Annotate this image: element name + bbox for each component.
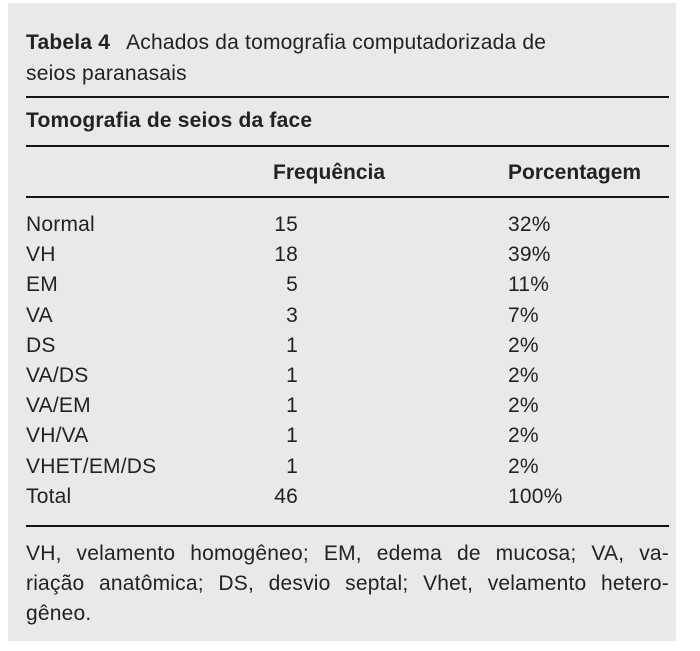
row-frequency: 1 bbox=[286, 394, 298, 418]
table-row: DS 1 2% bbox=[26, 331, 669, 361]
table-row: VA 3 7% bbox=[26, 301, 669, 331]
table-row-total: Total 46 100% bbox=[26, 482, 669, 512]
row-label: VH bbox=[26, 243, 56, 267]
horizontal-rule-under-headers bbox=[26, 196, 669, 198]
row-percentage: 2% bbox=[508, 394, 539, 418]
row-frequency: 46 bbox=[274, 484, 298, 508]
row-label: VH/VA bbox=[26, 424, 89, 448]
horizontal-rule-top bbox=[26, 96, 669, 98]
row-frequency: 1 bbox=[286, 333, 298, 357]
horizontal-rule-under-section bbox=[26, 145, 669, 147]
table-row: VA/EM 1 2% bbox=[26, 391, 669, 421]
row-label: Total bbox=[26, 484, 72, 508]
horizontal-rule-above-footnote bbox=[26, 525, 669, 527]
table-title: Tabela 4 Achados da tomografia computador… bbox=[26, 27, 669, 89]
row-label: VA bbox=[26, 303, 53, 327]
table-row: VH/VA 1 2% bbox=[26, 421, 669, 451]
row-label: VA/EM bbox=[26, 394, 91, 418]
row-frequency: 1 bbox=[286, 424, 298, 448]
table-row: Normal 15 32% bbox=[26, 210, 669, 240]
row-label: EM bbox=[26, 273, 58, 297]
footnote-line: VH, velamento homogêneo; EM, edema de mu… bbox=[26, 542, 669, 565]
row-percentage: 2% bbox=[508, 363, 539, 387]
row-percentage: 2% bbox=[508, 424, 539, 448]
row-percentage: 11% bbox=[508, 273, 550, 297]
row-label: Normal bbox=[26, 213, 95, 236]
table-number-label: Tabela 4 bbox=[26, 31, 111, 54]
table-row: VH 18 39% bbox=[26, 240, 669, 270]
row-frequency: 18 bbox=[274, 243, 298, 267]
row-frequency: 15 bbox=[274, 213, 298, 236]
table-caption-line2: seios paranasais bbox=[26, 62, 187, 85]
row-percentage: 7% bbox=[508, 303, 539, 327]
footnote: VH, velamento homogêneo; EM, edema de mu… bbox=[26, 539, 669, 629]
row-percentage: 2% bbox=[508, 454, 539, 478]
row-label: VA/DS bbox=[26, 363, 89, 387]
section-header: Tomografia de seios da face bbox=[26, 109, 313, 132]
row-frequency: 5 bbox=[286, 273, 298, 297]
row-frequency: 3 bbox=[286, 303, 298, 327]
row-percentage: 32% bbox=[508, 213, 551, 236]
row-frequency: 1 bbox=[286, 454, 298, 478]
table-row: VHET/EM/DS 1 2% bbox=[26, 452, 669, 482]
column-header-row: Frequência Porcentagem bbox=[26, 158, 669, 188]
table-body: Normal 15 32% VH 18 39% EM 5 11% VA 3 7%… bbox=[26, 210, 669, 512]
row-percentage: 2% bbox=[508, 333, 539, 357]
table-row: EM 5 11% bbox=[26, 270, 669, 300]
footnote-line: riação anatômica; DS, desvio septal; Vhe… bbox=[26, 572, 669, 595]
table-card: Tabela 4 Achados da tomografia computador… bbox=[8, 3, 676, 641]
table-caption-line1: Achados da tomografia computadorizada de bbox=[126, 31, 547, 54]
row-percentage: 39% bbox=[508, 243, 551, 267]
column-header-frequency: Frequência bbox=[273, 161, 386, 184]
footnote-line: gêneo. bbox=[26, 602, 92, 625]
column-header-percentage: Porcentagem bbox=[508, 161, 642, 184]
row-frequency: 1 bbox=[286, 363, 298, 387]
row-percentage: 100% bbox=[508, 484, 563, 508]
row-label: DS bbox=[26, 333, 56, 357]
row-label: VHET/EM/DS bbox=[26, 454, 157, 478]
table-row: VA/DS 1 2% bbox=[26, 361, 669, 391]
